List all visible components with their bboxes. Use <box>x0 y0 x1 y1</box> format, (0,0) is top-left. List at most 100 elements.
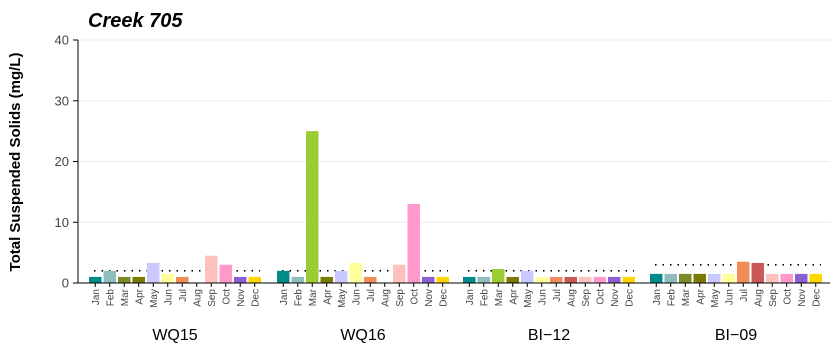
bar <box>393 264 406 283</box>
bar <box>593 276 606 283</box>
bar <box>118 276 131 283</box>
y-tick-label: 10 <box>55 215 69 230</box>
month-label: Jun <box>724 289 735 305</box>
group-label: WQ16 <box>340 327 385 344</box>
bar <box>550 276 563 283</box>
month-label: Mar <box>120 288 131 306</box>
y-tick-label: 40 <box>55 33 69 48</box>
month-label: Oct <box>782 289 793 305</box>
month-label: Mar <box>494 288 505 306</box>
month-label: Nov <box>797 289 808 307</box>
month-label: Jan <box>652 289 663 305</box>
month-label: Aug <box>192 289 203 307</box>
month-label: Sep <box>581 289 592 307</box>
y-tick-label: 20 <box>55 154 69 169</box>
bar <box>436 276 449 283</box>
month-label: Nov <box>610 289 621 307</box>
bar <box>422 276 435 283</box>
bar <box>693 273 706 283</box>
month-label: Jul <box>366 289 377 302</box>
month-label: Jan <box>91 289 102 305</box>
month-label: Jul <box>739 289 750 302</box>
bar <box>477 276 490 283</box>
month-label: Dec <box>811 289 822 307</box>
bar <box>132 276 145 283</box>
bar <box>506 276 519 283</box>
month-label: Sep <box>395 289 406 307</box>
y-axis-label: Total Suspended Solids (mg/L) <box>7 53 24 272</box>
month-label: Oct <box>221 289 232 305</box>
bar <box>407 204 420 283</box>
month-label: Dec <box>624 289 635 307</box>
month-label: May <box>523 289 534 308</box>
bar <box>579 276 592 283</box>
bar <box>664 273 677 283</box>
month-label: Sep <box>768 289 779 307</box>
bar <box>809 273 822 283</box>
month-label: May <box>149 289 160 308</box>
group-label: WQ15 <box>152 327 197 344</box>
bar <box>335 270 348 283</box>
bar <box>780 273 793 283</box>
bar <box>564 276 577 283</box>
chart-title: Creek 705 <box>88 10 183 32</box>
month-label: Oct <box>409 289 420 305</box>
bar <box>248 276 261 283</box>
month-label: Feb <box>666 289 677 307</box>
axes <box>73 39 830 287</box>
bar <box>349 262 362 283</box>
month-label: May <box>337 289 348 308</box>
month-label: Apr <box>134 288 145 304</box>
month-label: Jun <box>537 289 548 305</box>
month-label: Aug <box>753 289 764 307</box>
bar <box>622 276 635 283</box>
y-tick-label: 30 <box>55 93 69 108</box>
bar <box>306 131 319 284</box>
group-label: BI−12 <box>528 327 570 344</box>
month-label: Jul <box>178 289 189 302</box>
bar <box>535 276 548 283</box>
month-label: Dec <box>250 289 261 307</box>
month-label: Mar <box>681 288 692 306</box>
bar <box>320 276 333 283</box>
month-label: Jun <box>351 289 362 305</box>
bar <box>795 273 808 283</box>
month-label: Aug <box>566 289 577 307</box>
month-label: Feb <box>293 289 304 307</box>
bar <box>89 276 102 283</box>
bar <box>291 276 304 283</box>
bar <box>219 264 232 283</box>
month-label: May <box>710 289 721 308</box>
bar <box>492 269 505 283</box>
month-label: Jun <box>163 289 174 305</box>
bar <box>205 255 218 283</box>
month-label: Aug <box>380 289 391 307</box>
bar <box>463 276 476 283</box>
month-label: Apr <box>508 288 519 304</box>
bar <box>521 270 534 283</box>
bar <box>766 273 779 283</box>
month-label: Nov <box>236 289 247 307</box>
bar <box>679 273 692 283</box>
bar <box>234 276 247 283</box>
bars <box>89 131 822 284</box>
month-label: Oct <box>595 289 606 305</box>
month-label: Jul <box>552 289 563 302</box>
bar <box>737 261 750 283</box>
month-label: Jan <box>465 289 476 305</box>
group-label: BI−09 <box>715 327 757 344</box>
month-label: Feb <box>105 289 116 307</box>
bar <box>277 270 290 283</box>
reference-lines <box>94 263 821 272</box>
bar <box>103 270 116 283</box>
bar <box>751 262 764 283</box>
bar <box>708 273 721 283</box>
month-label: Mar <box>308 288 319 306</box>
month-label: Apr <box>695 288 706 304</box>
month-label: Sep <box>207 289 218 307</box>
month-label: Dec <box>438 289 449 307</box>
bar <box>364 276 377 283</box>
bar <box>650 273 663 283</box>
bar <box>722 273 735 283</box>
